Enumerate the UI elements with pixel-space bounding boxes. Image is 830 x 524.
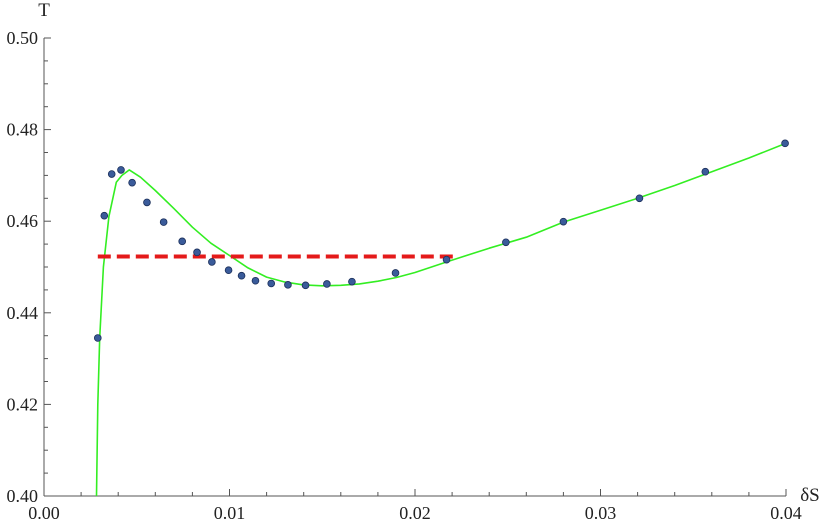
- x-tick-label: 0.03: [585, 503, 617, 523]
- data-point: [442, 255, 451, 264]
- y-tick-label: 0.50: [7, 28, 39, 48]
- data-point: [301, 281, 310, 290]
- data-point: [284, 281, 292, 289]
- y-tick-label: 0.46: [7, 211, 39, 231]
- data-point: [323, 280, 331, 288]
- x-axis-label: δS: [800, 485, 820, 506]
- data-point: [100, 211, 109, 220]
- x-tick-label: 0.01: [214, 503, 246, 523]
- data-point: [267, 279, 276, 288]
- data-point: [348, 277, 356, 286]
- data-point: [224, 266, 233, 275]
- data-point: [178, 237, 186, 246]
- y-tick-label: 0.42: [7, 394, 39, 414]
- tick-labels: 0.00 0.01 0.02 0.03 0.04 0.40 0.42 0.44 0.46 0.48…: [7, 28, 802, 523]
- data-point: [128, 178, 136, 187]
- data-point: [559, 217, 568, 226]
- data-point: [237, 271, 246, 280]
- data-point: [391, 269, 400, 277]
- data-point: [208, 258, 216, 266]
- data-point: [143, 198, 151, 207]
- y-tick-label: 0.48: [7, 120, 39, 140]
- data-point: [117, 166, 125, 174]
- data-point: [502, 238, 510, 247]
- data-point: [193, 248, 201, 257]
- plot-area: [93, 139, 789, 496]
- data-point: [93, 334, 102, 342]
- x-tick-label: 0.00: [28, 503, 60, 523]
- x-tick-label: 0.02: [399, 503, 431, 523]
- y-tick-label: 0.40: [7, 486, 39, 506]
- data-point: [701, 167, 710, 176]
- data-point: [159, 218, 168, 226]
- data-point: [107, 170, 116, 178]
- y-axis-label: T: [38, 0, 50, 21]
- axes: [43, 37, 787, 497]
- data-point: [251, 276, 260, 285]
- fit-curve: [95, 142, 787, 496]
- y-tick-label: 0.44: [7, 303, 39, 323]
- x-tick-label: 0.04: [770, 503, 802, 523]
- data-point: [635, 194, 644, 203]
- data-point: [781, 139, 789, 148]
